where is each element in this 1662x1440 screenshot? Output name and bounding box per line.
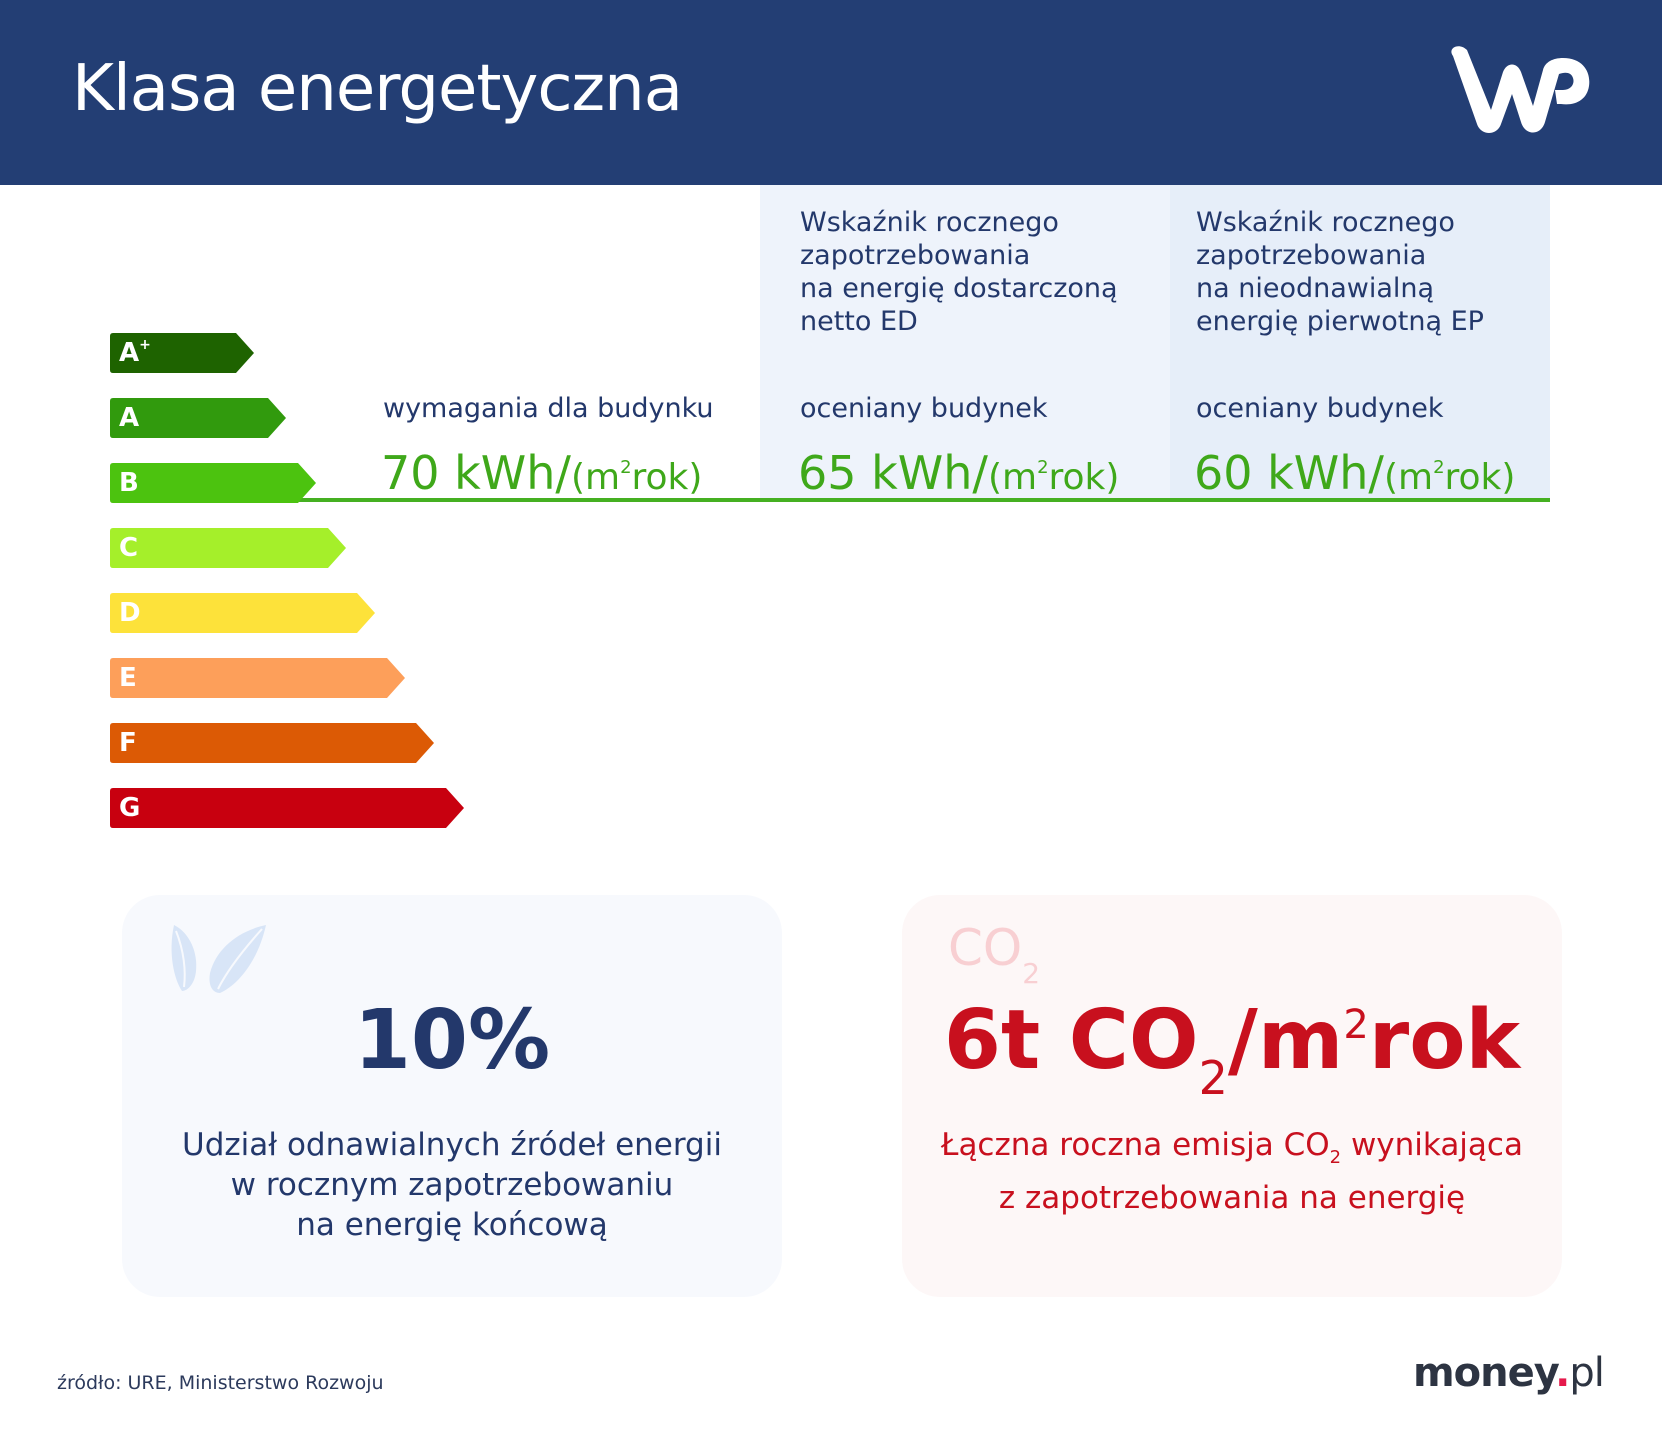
source-note: źródło: URE, Ministerstwo Rozwoju xyxy=(57,1372,384,1394)
ed-subtitle: oceniany budynek xyxy=(800,393,1048,424)
brand-tld: pl xyxy=(1569,1350,1605,1396)
energy-class-bar: F xyxy=(110,723,440,763)
arrow-shape-icon xyxy=(110,398,286,438)
requirements-subtitle: wymagania dla budynku xyxy=(383,393,714,424)
value-mid: /m xyxy=(1227,993,1344,1088)
arrow-shape-icon xyxy=(110,333,254,373)
desc-part: Łączna roczna emisja CO xyxy=(941,1127,1330,1163)
unit-close: rok) xyxy=(1444,457,1516,498)
class-letter: F xyxy=(119,728,137,758)
arrow-shape-icon xyxy=(110,593,375,633)
class-letter: E xyxy=(119,663,137,693)
leaf-icon xyxy=(171,925,266,993)
value-sup: 2 xyxy=(1343,1002,1369,1048)
wp-logo-icon xyxy=(1451,46,1590,133)
co2-icon: CO2 xyxy=(948,923,1040,988)
desc-line2: z zapotrzebowania na energię xyxy=(998,1180,1466,1216)
value-prefix: 6t CO xyxy=(943,993,1199,1088)
arrow-shape-icon xyxy=(110,463,316,503)
ep-value: 60 kWh/(m2rok) xyxy=(1194,440,1515,506)
arrow-shape-icon xyxy=(110,723,434,763)
value-unit: (m2rok) xyxy=(988,457,1120,498)
energy-class-bar: C xyxy=(110,528,352,568)
renewable-share-description: Udział odnawialnych źródeł energii w roc… xyxy=(182,1127,722,1243)
value-number: 70 kWh/ xyxy=(381,446,571,500)
unit-open: (m xyxy=(987,457,1038,498)
unit-open: (m xyxy=(1383,457,1434,498)
renewable-share-value: 10% xyxy=(353,993,551,1088)
unit-open: (m xyxy=(570,457,621,498)
renewable-share-card: 10% Udział odnawialnych źródeł energii w… xyxy=(122,895,782,1297)
ed-value: 65 kWh/(m2rok) xyxy=(798,440,1119,506)
page-title: Klasa energetyczna xyxy=(72,52,683,126)
value-number: 60 kWh/ xyxy=(1194,446,1384,500)
class-letter: G xyxy=(119,793,141,823)
unit-close: rok) xyxy=(1048,457,1120,498)
ed-heading: Wskaźnik rocznego zapotrzebowania na ene… xyxy=(800,207,1118,337)
brand-main: money xyxy=(1413,1350,1556,1396)
energy-class-bar: D xyxy=(110,593,381,633)
class-letter: D xyxy=(119,598,141,628)
value-suffix: rok xyxy=(1368,993,1521,1088)
class-sup: + xyxy=(139,337,151,353)
class-letter: A xyxy=(119,338,140,368)
header-banner: Klasa energetyczna xyxy=(0,0,1662,185)
value-sub: 2 xyxy=(1198,1051,1228,1105)
value-number: 65 kWh/ xyxy=(798,446,988,500)
requirements-value: 70 kWh/(m2rok) xyxy=(381,440,702,506)
energy-class-bar: G xyxy=(110,788,470,828)
co2-emission-card: CO2 6t CO2/m2rok Łączna roczna emisja CO… xyxy=(902,895,1562,1297)
co2-emission-description: Łączna roczna emisja CO2 wynikająca z zap… xyxy=(902,1125,1562,1218)
arrow-shape-icon xyxy=(110,658,405,698)
desc-sub: 2 xyxy=(1329,1147,1342,1168)
energy-class-label: G xyxy=(119,792,140,823)
energy-class-label: A+ xyxy=(119,337,151,368)
energy-class-bar: B xyxy=(110,463,322,503)
co2-icon-sub: 2 xyxy=(1022,957,1041,990)
energy-class-label: B xyxy=(119,467,139,498)
class-letter: C xyxy=(119,533,139,563)
energy-class-label: A xyxy=(119,402,139,433)
co2-icon-text: CO xyxy=(948,919,1023,977)
unit-sup: 2 xyxy=(1037,457,1049,478)
energy-class-label: E xyxy=(119,662,137,693)
class-letter: A xyxy=(119,403,140,433)
energy-class-bar: E xyxy=(110,658,411,698)
value-unit: (m2rok) xyxy=(571,457,703,498)
money-pl-logo: money.pl xyxy=(1413,1350,1605,1396)
energy-class-label: C xyxy=(119,532,138,563)
energy-class-label: D xyxy=(119,597,141,628)
ed-column-background xyxy=(760,185,1170,500)
arrow-shape-icon xyxy=(110,528,346,568)
ep-column-background xyxy=(1170,185,1550,500)
ep-subtitle: oceniany budynek xyxy=(1196,393,1444,424)
desc-part: wynikająca xyxy=(1341,1127,1523,1163)
energy-class-bar: A xyxy=(110,398,292,438)
unit-close: rok) xyxy=(631,457,703,498)
brand-dot: . xyxy=(1555,1350,1570,1396)
ep-heading: Wskaźnik rocznego zapotrzebowania na nie… xyxy=(1196,207,1484,337)
arrow-shape-icon xyxy=(110,788,464,828)
co2-emission-value: 6t CO2/m2rok xyxy=(902,1000,1562,1102)
unit-sup: 2 xyxy=(620,457,632,478)
value-unit: (m2rok) xyxy=(1384,457,1516,498)
energy-class-bar: A+ xyxy=(110,333,260,373)
unit-sup: 2 xyxy=(1433,457,1445,478)
class-letter: B xyxy=(119,468,139,498)
class-b-marker-line xyxy=(296,498,1550,502)
energy-class-label: F xyxy=(119,727,137,758)
